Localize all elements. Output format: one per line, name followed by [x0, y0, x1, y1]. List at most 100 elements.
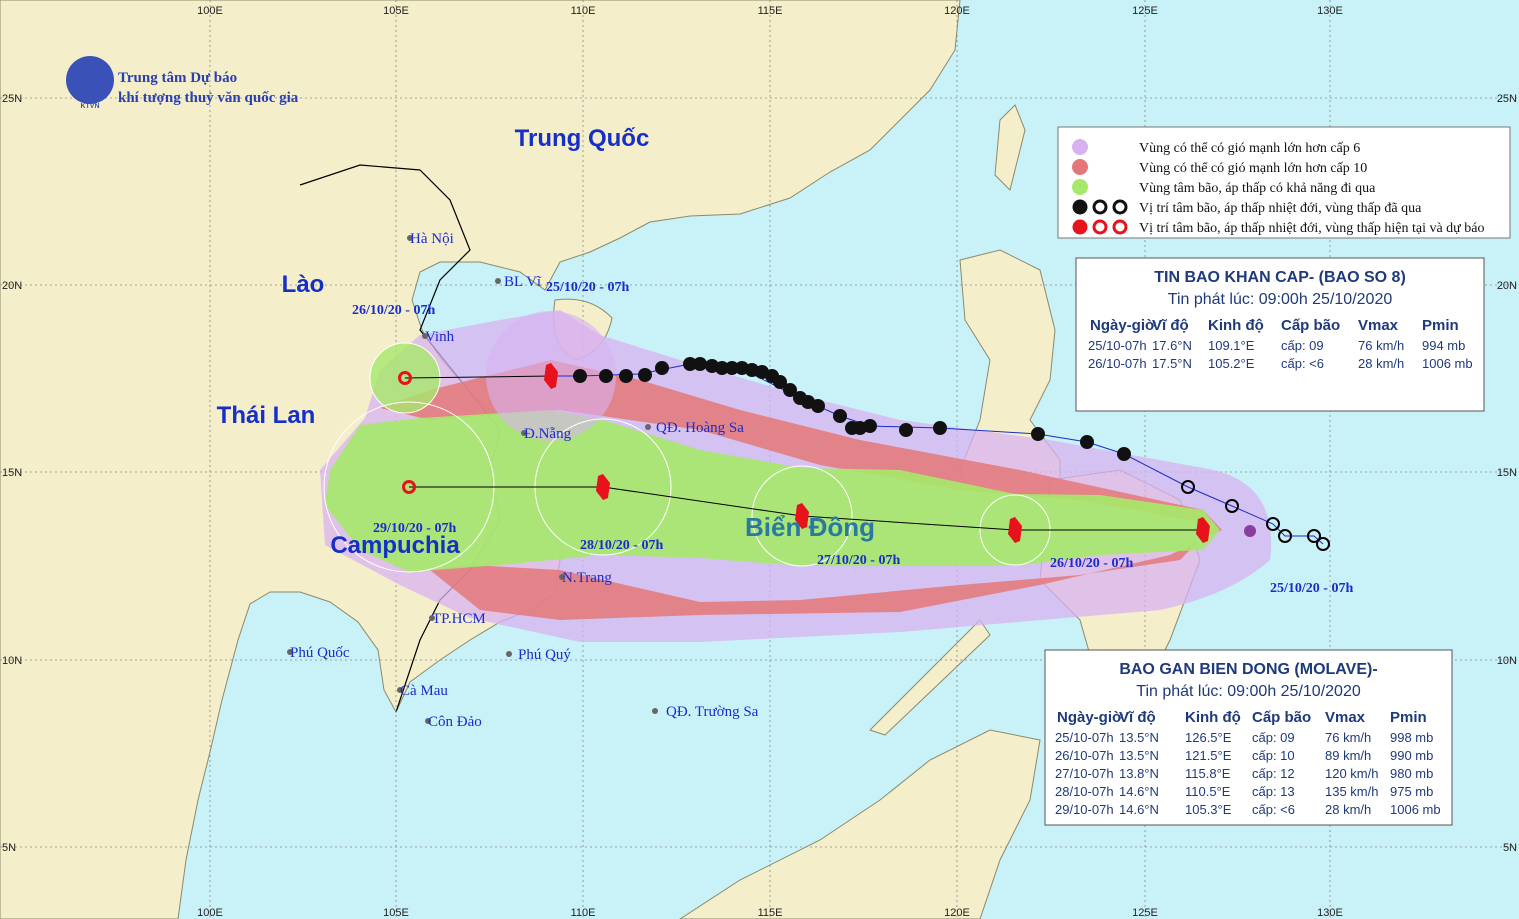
- current-low-icon: [1244, 525, 1256, 537]
- table-cell: 17.6°N: [1152, 338, 1192, 353]
- table-cell: 29/10-07h: [1055, 802, 1114, 817]
- table-cell: cấp: <6: [1281, 356, 1324, 371]
- past-storm-icon: [833, 409, 847, 423]
- past-storm-icon: [773, 375, 787, 389]
- table-cell: 990 mb: [1390, 748, 1433, 763]
- zone-center: [325, 410, 1220, 572]
- past-storm-icon: [573, 369, 587, 383]
- lon-label: 130E: [1317, 5, 1343, 17]
- place-dot: [287, 649, 293, 655]
- place-dot: [407, 235, 413, 241]
- table-cell: 998 mb: [1390, 730, 1433, 745]
- lon-label: 115E: [758, 907, 783, 919]
- region-label: Lào: [282, 271, 325, 298]
- lat-label: 20N: [1497, 280, 1517, 292]
- bulletin-issued: Tin phát lúc: 09:00h 25/10/2020: [1168, 291, 1393, 308]
- table-cell: 26/10-07h: [1055, 748, 1114, 763]
- bulletin-box: [1075, 257, 1485, 412]
- lon-label: 110E: [571, 907, 596, 919]
- past-storm-icon: [1080, 435, 1094, 449]
- table-cell: 14.6°N: [1119, 784, 1159, 799]
- zone-level-10: [380, 360, 1222, 620]
- table-cell: 109.1°E: [1208, 338, 1255, 353]
- logo: [66, 56, 114, 104]
- place-label: Phú Quốc: [290, 645, 350, 661]
- place-dot: [422, 333, 428, 339]
- lat-label: 10N: [1497, 655, 1517, 667]
- legend-swatch: [1072, 159, 1088, 175]
- org-name: Trung tâm Dự báo: [118, 70, 237, 86]
- table-cell: 13.8°N: [1119, 766, 1159, 781]
- place-dot: [559, 574, 565, 580]
- past-storm-icon: [693, 357, 707, 371]
- track-label: 29/10/20 - 07h: [373, 521, 456, 536]
- lon-label: 100E: [197, 907, 223, 919]
- table-cell: 120 km/h: [1325, 766, 1378, 781]
- past-low-icon: [1278, 529, 1292, 543]
- legend-label: Vùng có thể có gió mạnh lớn hơn cấp 6: [1139, 141, 1360, 156]
- past-storm-icon: [619, 369, 633, 383]
- forecast-track: [404, 375, 552, 379]
- table-header: Kinh độ: [1208, 317, 1264, 334]
- table-cell: 975 mb: [1390, 784, 1433, 799]
- map-labels: 100E 100E 105E 105E 110E 110E 115E 115E 120E 120E…: [2, 5, 1517, 919]
- legend-label: Vùng tâm bão, áp thấp có khả năng đi qua: [1139, 181, 1376, 196]
- lon-label: 120E: [944, 907, 970, 919]
- place-label: QĐ. Hoàng Sa: [656, 420, 744, 436]
- table-cell: 980 mb: [1390, 766, 1433, 781]
- place-dot: [645, 424, 651, 430]
- past-storm-icon: [933, 421, 947, 435]
- lon-label: 130E: [1317, 907, 1343, 919]
- forecast-storm-icon: [544, 363, 558, 389]
- lat-label: 5N: [2, 842, 16, 854]
- past-track: [551, 363, 1324, 545]
- table-cell: cấp: 09: [1281, 338, 1324, 353]
- past-low-icon: [1181, 480, 1195, 494]
- table-cell: 126.5°E: [1185, 730, 1232, 745]
- table-header: Vĩ độ: [1119, 709, 1156, 726]
- org-name: khí tượng thuỷ văn quốc gia: [118, 90, 299, 106]
- past-storm-icon: [599, 369, 613, 383]
- past-storm-icon: [899, 423, 913, 437]
- table-header: Cấp bão: [1281, 317, 1340, 334]
- place-dot: [495, 278, 501, 284]
- table-cell: 76 km/h: [1325, 730, 1371, 745]
- legend-swatch: [1112, 219, 1128, 235]
- region-label: Trung Quốc: [515, 125, 650, 152]
- lat-label: 15N: [1497, 467, 1517, 479]
- legend-box: [1057, 126, 1511, 239]
- table-cell: 105.2°E: [1208, 356, 1255, 371]
- past-storm-icon: [863, 419, 877, 433]
- forecast-storm-icon: [1008, 517, 1022, 543]
- table-cell: 105.3°E: [1185, 802, 1232, 817]
- legend-swatch: [1072, 139, 1088, 155]
- legend-label: Vị trí tâm bão, áp thấp nhiệt đới, vùng …: [1139, 221, 1484, 236]
- table-cell: 110.5°E: [1185, 784, 1231, 799]
- table-cell: 1006 mb: [1422, 356, 1473, 371]
- bulletin-title: TIN BAO KHAN CAP- (BAO SO 8): [1154, 269, 1406, 286]
- table-header: Pmin: [1422, 317, 1459, 334]
- region-label: Campuchia: [330, 532, 460, 559]
- table-header: Cấp bão: [1252, 709, 1311, 726]
- table-cell: cấp: 10: [1252, 748, 1295, 763]
- legend-swatch: [1072, 199, 1088, 215]
- past-low-icon: [1307, 529, 1321, 543]
- lat-label: 10N: [2, 655, 22, 667]
- table-cell: 14.6°N: [1119, 802, 1159, 817]
- table-cell: 13.5°N: [1119, 730, 1159, 745]
- bulletin-title: BAO GAN BIEN DONG (MOLAVE)-: [1119, 661, 1377, 678]
- table-cell: cấp: 13: [1252, 784, 1295, 799]
- lon-label: 105E: [383, 5, 409, 17]
- table-cell: 28/10-07h: [1055, 784, 1114, 799]
- forecast-low-icon: [398, 371, 412, 385]
- lon-label: 120E: [944, 5, 970, 17]
- legend-swatch: [1072, 219, 1088, 235]
- past-storm-icon: [783, 383, 797, 397]
- table-cell: 17.5°N: [1152, 356, 1192, 371]
- lon-label: 110E: [571, 5, 596, 17]
- place-label: Côn Đảo: [428, 714, 482, 730]
- zone-circle: [751, 465, 853, 567]
- place-label: N.Trang: [562, 570, 612, 586]
